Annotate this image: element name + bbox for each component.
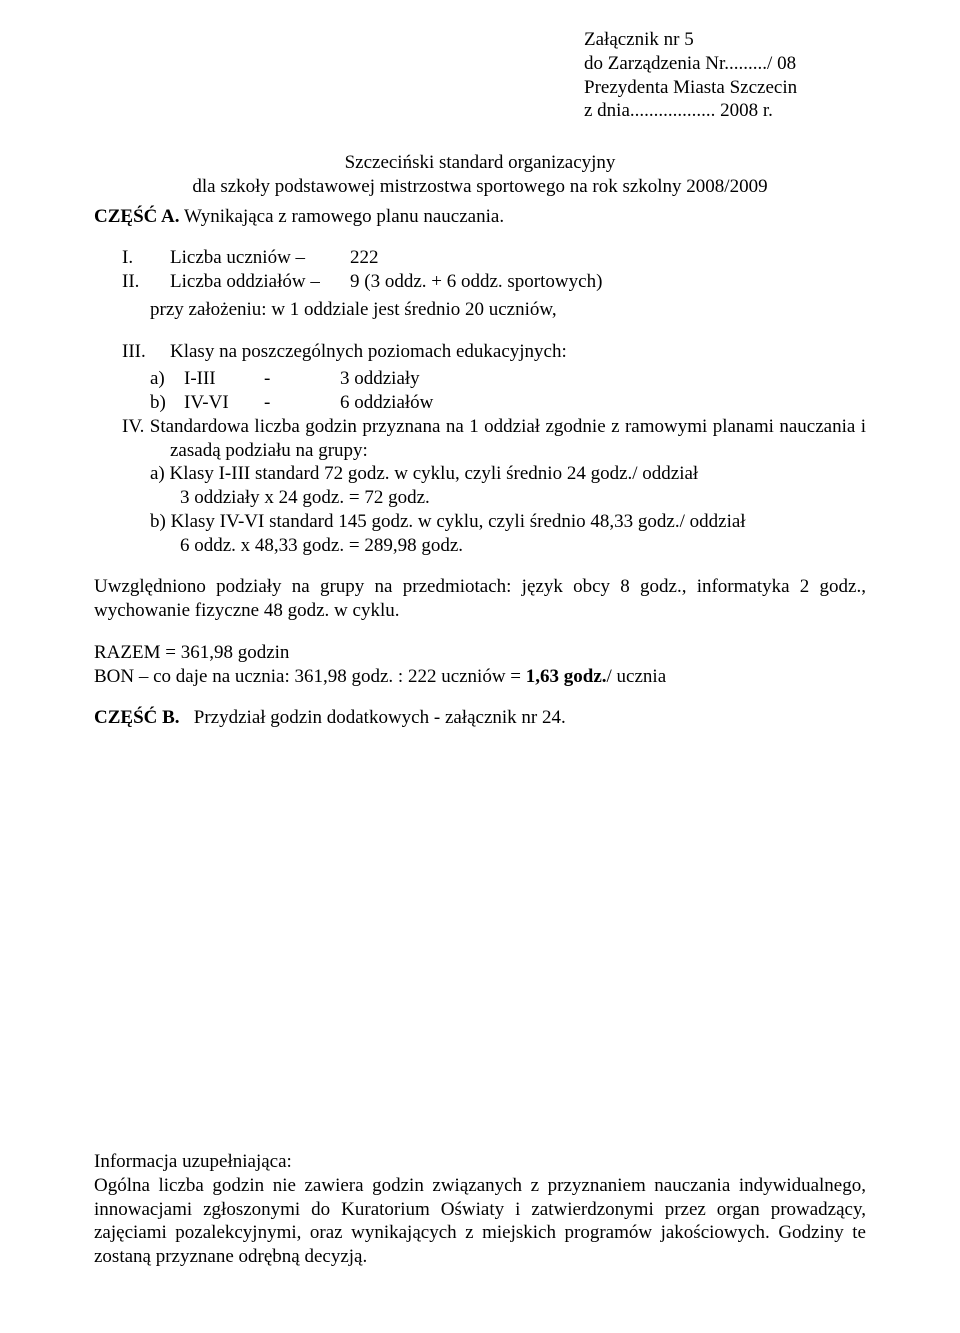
- razem-line-2: BON – co daje na ucznia: 361,98 godz. : …: [94, 665, 866, 689]
- section-a-label: CZĘŚĆ A.: [94, 206, 180, 227]
- section-b-text: Przydział godzin dodatkowych - załącznik…: [194, 707, 566, 728]
- roman-iv-items: a) Klasy I-III standard 72 godz. w cyklu…: [150, 462, 866, 557]
- razem-block: RAZEM = 361,98 godzin BON – co daje na u…: [94, 641, 866, 689]
- roman-ii-label: Liczba oddziałów –: [170, 270, 350, 294]
- group-division-paragraph: Uwzględniono podziały na grupy na przedm…: [94, 575, 866, 623]
- roman-iii-items: a) I-III - 3 oddziały b) IV-VI - 6 oddzi…: [150, 367, 866, 415]
- razem-pre: BON – co daje na ucznia: 361,98 godz. : …: [94, 666, 526, 687]
- iv-item-b1: b) Klasy IV-VI standard 145 godz. w cykl…: [150, 510, 866, 534]
- footer-title: Informacja uzupełniająca:: [94, 1150, 866, 1174]
- roman-iv-intro: IV. Standardowa liczba godzin przyznana …: [122, 415, 866, 463]
- iii-a-k: I-III: [184, 367, 264, 391]
- roman-iii-text: Klasy na poszczególnych poziomach edukac…: [170, 341, 567, 362]
- document-title: Szczeciński standard organizacyjny dla s…: [94, 151, 866, 199]
- iii-b-dash: -: [264, 391, 340, 415]
- iv-item-a2: 3 oddziały x 24 godz. = 72 godz.: [150, 486, 866, 510]
- roman-iv-block: IV. Standardowa liczba godzin przyznana …: [122, 415, 866, 463]
- attachment-header: Załącznik nr 5 do Zarządzenia Nr........…: [584, 28, 866, 123]
- assumption-line: przy założeniu: w 1 oddziale jest średni…: [150, 298, 866, 322]
- roman-i-num: I.: [122, 246, 170, 270]
- iii-a-v: 3 oddziały: [340, 367, 866, 391]
- footer-body: Ogólna liczba godzin nie zawiera godzin …: [94, 1174, 866, 1269]
- title-line-1: Szczeciński standard organizacyjny: [94, 151, 866, 175]
- header-line-3: Prezydenta Miasta Szczecin: [584, 76, 866, 100]
- iii-item-a: a) I-III - 3 oddziały: [150, 367, 866, 391]
- header-line-2: do Zarządzenia Nr........./ 08: [584, 52, 866, 76]
- roman-i-row: I. Liczba uczniów – 222: [122, 246, 866, 270]
- iii-item-b: b) IV-VI - 6 oddziałów: [150, 391, 866, 415]
- header-line-4: z dnia.................. 2008 r.: [584, 99, 866, 123]
- iii-a-n: a): [150, 367, 184, 391]
- roman-list: I. Liczba uczniów – 222 II. Liczba oddzi…: [122, 246, 866, 294]
- roman-i-value: 222: [350, 246, 866, 270]
- iv-item-a1: a) Klasy I-III standard 72 godz. w cyklu…: [150, 462, 866, 486]
- roman-ii-value: 9 (3 oddz. + 6 oddz. sportowych): [350, 270, 866, 294]
- footer-block: Informacja uzupełniająca: Ogólna liczba …: [94, 1150, 866, 1269]
- title-line-2: dla szkoły podstawowej mistrzostwa sport…: [94, 175, 866, 199]
- roman-iii-num: III.: [122, 340, 170, 364]
- roman-iii-heading: III.Klasy na poszczególnych poziomach ed…: [122, 340, 866, 364]
- roman-i-label: Liczba uczniów –: [170, 246, 350, 270]
- iii-b-v: 6 oddziałów: [340, 391, 866, 415]
- roman-ii-num: II.: [122, 270, 170, 294]
- iii-a-dash: -: [264, 367, 340, 391]
- iii-b-n: b): [150, 391, 184, 415]
- iii-b-k: IV-VI: [184, 391, 264, 415]
- header-line-1: Załącznik nr 5: [584, 28, 866, 52]
- roman-ii-row: II. Liczba oddziałów – 9 (3 oddz. + 6 od…: [122, 270, 866, 294]
- section-a-text: Wynikająca z ramowego planu nauczania.: [184, 206, 504, 227]
- razem-bold: 1,63 godz.: [526, 666, 607, 687]
- section-a-heading: CZĘŚĆ A. Wynikająca z ramowego planu nau…: [94, 205, 866, 229]
- razem-post: / ucznia: [607, 666, 667, 687]
- section-b-heading: CZĘŚĆ B. Przydział godzin dodatkowych - …: [94, 706, 866, 730]
- section-b-label: CZĘŚĆ B.: [94, 707, 180, 728]
- razem-line-1: RAZEM = 361,98 godzin: [94, 641, 866, 665]
- iv-item-b2: 6 oddz. x 48,33 godz. = 289,98 godz.: [150, 534, 866, 558]
